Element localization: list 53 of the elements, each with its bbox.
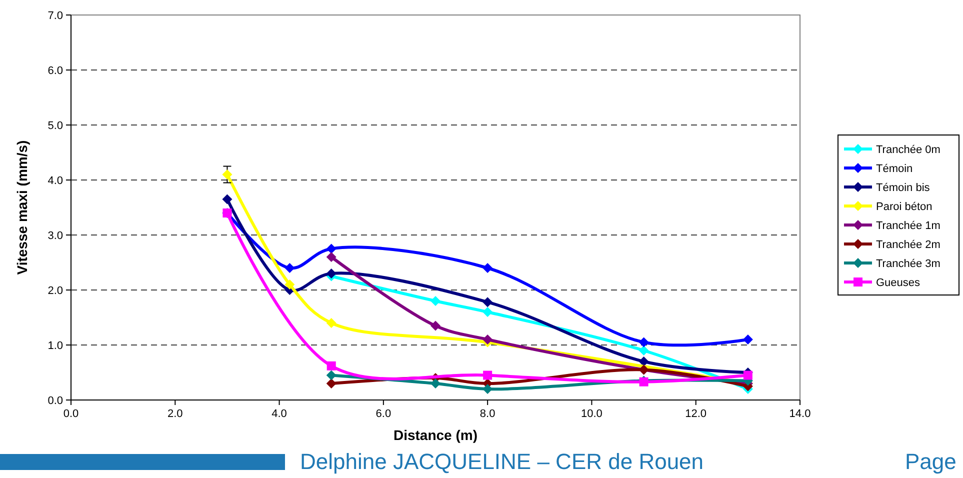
point [482,297,493,308]
point [326,378,336,388]
legend-label: Tranchée 3m [876,258,940,270]
point [743,370,752,380]
x-tick-label: 8.0 [480,408,496,420]
x-tick-label: 10.0 [581,408,602,420]
legend-label: Tranchée 0m [876,144,940,156]
x-tick-label: 4.0 [272,408,287,420]
legend-label: Gueuses [876,276,921,289]
point [326,318,336,328]
y-tick-label: 2.0 [48,284,63,297]
x-tick-label: 14.0 [789,408,811,420]
point [742,334,753,344]
legend-label: Paroi béton [876,200,932,213]
y-tick-label: 1.0 [48,340,63,352]
y-axis-title: Vitesse maxi (mm/s) [14,140,30,275]
point [326,252,336,262]
point [482,307,493,317]
point [638,337,649,348]
legend-label: Tranchée 2m [876,238,940,251]
point [326,268,336,278]
point [326,244,336,254]
legend-label: Témoin bis [876,182,930,194]
legend-label: Tranchée 1m [876,220,940,232]
point [430,296,440,306]
y-tick-label: 4.0 [48,174,63,187]
point [222,194,232,204]
y-tick-label: 6.0 [48,64,63,77]
text: Page [905,449,956,474]
point [482,334,493,344]
point [326,361,336,370]
y-tick-label: 7.0 [48,10,63,22]
y-tick-label: 0.0 [48,394,63,407]
x-tick-label: 0.0 [63,408,79,420]
point [638,346,649,356]
point [482,384,493,394]
point [222,170,232,180]
point [638,356,649,366]
point [284,263,295,273]
y-tick-label: 3.0 [48,230,63,242]
x-tick-label: 12.0 [685,408,707,420]
x-tick-label: 2.0 [167,408,183,420]
point [482,263,493,273]
y-tick-label: 5.0 [48,120,63,132]
point [326,370,336,380]
x-axis-title: Distance (m) [393,427,478,443]
point [430,320,440,331]
legend-label: Témoin [876,162,913,175]
text: Delphine JACQUELINE – CER de Rouen [300,449,704,474]
x-tick-label: 6.0 [376,408,392,420]
point [284,280,295,290]
point [483,370,492,380]
point [430,378,440,388]
